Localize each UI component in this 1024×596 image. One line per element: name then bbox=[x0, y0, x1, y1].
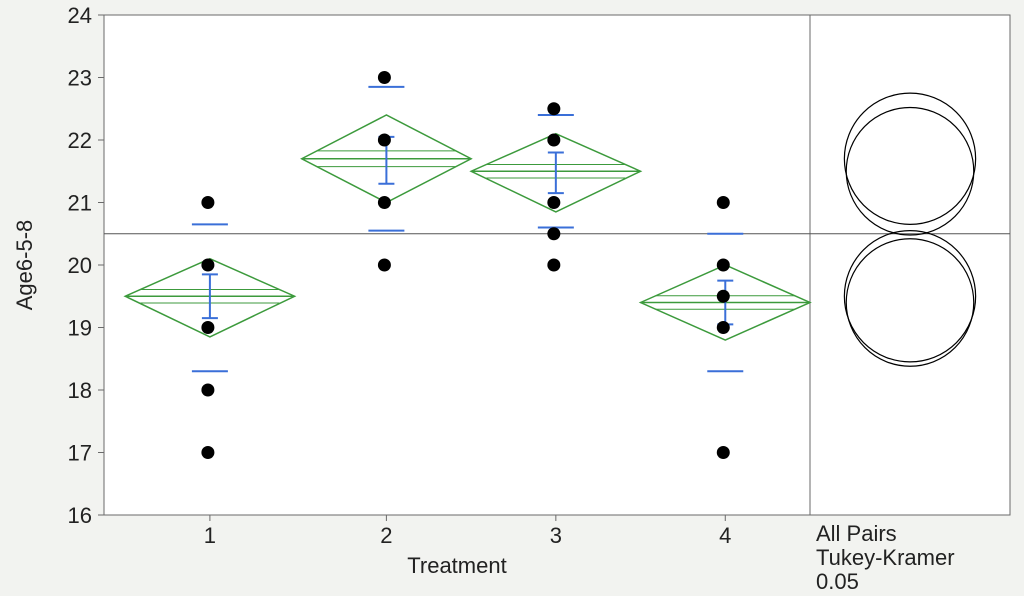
y-tick-label: 23 bbox=[68, 66, 92, 91]
comparison-legend-line: Tukey-Kramer bbox=[816, 545, 955, 570]
data-point bbox=[717, 446, 730, 459]
comparison-legend-line: 0.05 bbox=[816, 569, 859, 594]
x-tick-label: 2 bbox=[380, 523, 392, 548]
data-point bbox=[201, 196, 214, 209]
data-point bbox=[717, 290, 730, 303]
y-tick-label: 21 bbox=[68, 191, 92, 216]
y-tick-label: 20 bbox=[68, 253, 92, 278]
data-point bbox=[378, 196, 391, 209]
data-point bbox=[201, 446, 214, 459]
data-point bbox=[717, 259, 730, 272]
data-point bbox=[201, 384, 214, 397]
circles-panel bbox=[810, 15, 1010, 515]
x-tick-label: 4 bbox=[719, 523, 731, 548]
data-point bbox=[547, 102, 560, 115]
data-point bbox=[547, 227, 560, 240]
y-tick-label: 24 bbox=[68, 3, 92, 28]
y-tick-label: 22 bbox=[68, 128, 92, 153]
x-axis-title: Treatment bbox=[407, 553, 506, 578]
data-point bbox=[378, 259, 391, 272]
chart-svg: 161718192021222324Age6-5-81234TreatmentA… bbox=[0, 0, 1024, 596]
y-tick-label: 17 bbox=[68, 441, 92, 466]
data-point bbox=[717, 196, 730, 209]
x-tick-label: 1 bbox=[204, 523, 216, 548]
data-point bbox=[547, 196, 560, 209]
y-tick-label: 19 bbox=[68, 316, 92, 341]
x-tick-label: 3 bbox=[550, 523, 562, 548]
y-tick-label: 18 bbox=[68, 378, 92, 403]
data-point bbox=[378, 71, 391, 84]
data-point bbox=[201, 259, 214, 272]
y-axis-title: Age6-5-8 bbox=[12, 220, 37, 311]
chart-container: 161718192021222324Age6-5-81234TreatmentA… bbox=[0, 0, 1024, 596]
data-point bbox=[547, 134, 560, 147]
data-point bbox=[547, 259, 560, 272]
data-point bbox=[378, 134, 391, 147]
data-point bbox=[201, 321, 214, 334]
data-point bbox=[717, 321, 730, 334]
comparison-legend-line: All Pairs bbox=[816, 521, 897, 546]
y-tick-label: 16 bbox=[68, 503, 92, 528]
